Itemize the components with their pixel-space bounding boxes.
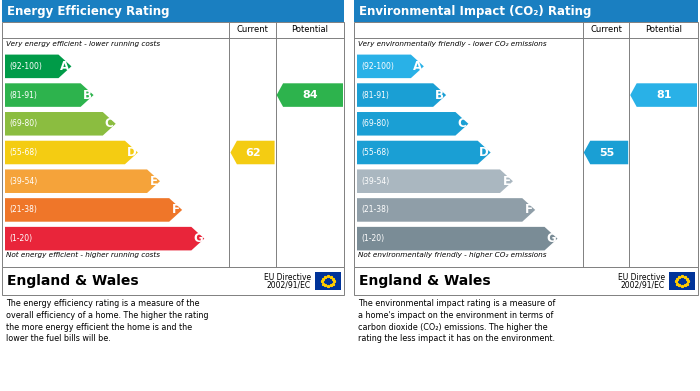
Polygon shape — [357, 227, 557, 250]
Text: G: G — [193, 232, 203, 245]
Polygon shape — [357, 169, 513, 193]
Polygon shape — [5, 83, 94, 107]
Text: Very energy efficient - lower running costs: Very energy efficient - lower running co… — [6, 41, 160, 47]
Text: F: F — [525, 203, 533, 217]
Polygon shape — [5, 198, 182, 222]
Polygon shape — [357, 198, 536, 222]
Bar — [354, 0, 698, 22]
Text: EU Directive: EU Directive — [618, 273, 665, 282]
Polygon shape — [5, 227, 204, 250]
Text: E: E — [150, 175, 158, 188]
Polygon shape — [630, 83, 697, 107]
Text: 62: 62 — [246, 147, 261, 158]
Text: (92-100): (92-100) — [361, 62, 394, 71]
Text: (21-38): (21-38) — [9, 205, 37, 214]
Bar — [2, 22, 344, 267]
Text: 2002/91/EC: 2002/91/EC — [267, 280, 311, 289]
Polygon shape — [5, 112, 116, 136]
Bar — [2, 0, 344, 22]
Text: B: B — [83, 89, 92, 102]
Text: The environmental impact rating is a measure of
a home's impact on the environme: The environmental impact rating is a mea… — [358, 299, 555, 343]
Text: A: A — [413, 60, 422, 73]
Polygon shape — [357, 55, 424, 78]
Text: The energy efficiency rating is a measure of the
overall efficiency of a home. T: The energy efficiency rating is a measur… — [6, 299, 209, 343]
Bar — [354, 22, 698, 267]
Text: 55: 55 — [599, 147, 615, 158]
Text: (92-100): (92-100) — [9, 62, 42, 71]
Polygon shape — [276, 83, 343, 107]
Text: Very environmentally friendly - lower CO₂ emissions: Very environmentally friendly - lower CO… — [358, 41, 547, 47]
Polygon shape — [357, 83, 446, 107]
Text: Environmental Impact (CO₂) Rating: Environmental Impact (CO₂) Rating — [359, 5, 592, 18]
Text: (1-20): (1-20) — [9, 234, 32, 243]
Text: C: C — [105, 117, 113, 130]
Polygon shape — [5, 169, 160, 193]
Bar — [2, 267, 344, 295]
Text: A: A — [60, 60, 69, 73]
Bar — [315, 272, 341, 290]
Polygon shape — [357, 112, 468, 136]
Polygon shape — [5, 141, 138, 164]
Text: (39-54): (39-54) — [9, 177, 37, 186]
Text: Not environmentally friendly - higher CO₂ emissions: Not environmentally friendly - higher CO… — [358, 252, 547, 258]
Text: G: G — [546, 232, 556, 245]
Text: England & Wales: England & Wales — [359, 274, 491, 288]
Bar — [669, 272, 695, 290]
Text: F: F — [172, 203, 180, 217]
Text: D: D — [480, 146, 489, 159]
Polygon shape — [357, 141, 491, 164]
Polygon shape — [584, 141, 628, 164]
Text: (81-91): (81-91) — [361, 91, 389, 100]
Text: E: E — [503, 175, 510, 188]
Text: (81-91): (81-91) — [9, 91, 37, 100]
Text: Potential: Potential — [291, 25, 328, 34]
Text: Current: Current — [590, 25, 622, 34]
Text: 84: 84 — [302, 90, 318, 100]
Text: (69-80): (69-80) — [9, 119, 37, 128]
Text: (39-54): (39-54) — [361, 177, 389, 186]
Polygon shape — [5, 55, 71, 78]
Text: D: D — [127, 146, 136, 159]
Text: Current: Current — [237, 25, 269, 34]
Bar — [354, 267, 698, 295]
Text: (69-80): (69-80) — [361, 119, 389, 128]
Text: (55-68): (55-68) — [9, 148, 37, 157]
Polygon shape — [230, 141, 274, 164]
Text: 81: 81 — [657, 90, 672, 100]
Text: England & Wales: England & Wales — [7, 274, 139, 288]
Text: (55-68): (55-68) — [361, 148, 389, 157]
Text: C: C — [458, 117, 466, 130]
Text: (21-38): (21-38) — [361, 205, 389, 214]
Text: Not energy efficient - higher running costs: Not energy efficient - higher running co… — [6, 252, 160, 258]
Text: Potential: Potential — [645, 25, 682, 34]
Text: B: B — [435, 89, 444, 102]
Text: Energy Efficiency Rating: Energy Efficiency Rating — [7, 5, 169, 18]
Text: EU Directive: EU Directive — [264, 273, 311, 282]
Text: (1-20): (1-20) — [361, 234, 384, 243]
Text: 2002/91/EC: 2002/91/EC — [621, 280, 665, 289]
